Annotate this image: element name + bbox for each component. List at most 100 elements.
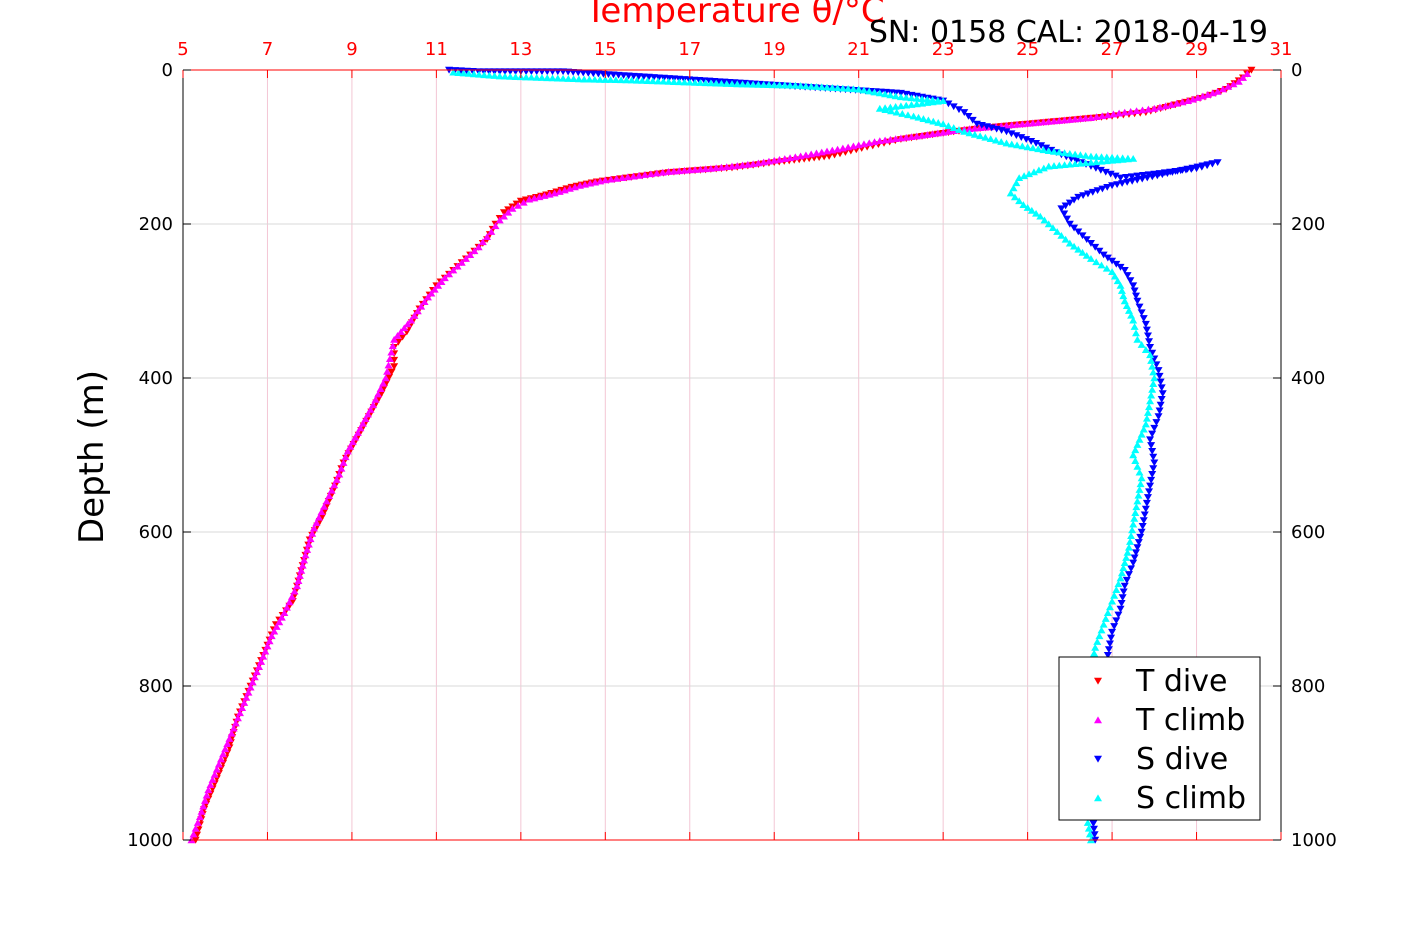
y-tick-label-right: 800 — [1291, 676, 1325, 697]
s-climb-marker — [669, 78, 678, 85]
s-climb-marker — [997, 138, 1006, 145]
t-climb-marker — [388, 342, 397, 350]
t-climb-marker — [570, 183, 579, 191]
t-climb-marker — [833, 145, 842, 153]
t-climb-marker — [453, 262, 462, 270]
t-climb-marker — [1076, 115, 1085, 122]
s-dive-marker — [456, 67, 465, 75]
s-climb-marker — [944, 122, 953, 130]
t-climb-marker — [817, 148, 826, 156]
s-climb-marker — [1130, 323, 1139, 330]
s-climb-marker — [685, 78, 694, 86]
t-climb-marker — [586, 179, 595, 187]
s-climb-marker — [1118, 155, 1127, 163]
t-climb-marker — [1092, 113, 1101, 121]
t-climb-marker — [1086, 114, 1095, 121]
s-climb-marker — [638, 76, 647, 84]
t-climb-marker — [770, 156, 779, 164]
s-climb-marker — [807, 82, 816, 90]
t-climb-marker — [200, 797, 209, 804]
s-climb-marker — [1065, 149, 1074, 157]
legend-marker-t-climb — [1094, 716, 1102, 724]
t-climb-marker — [970, 124, 979, 132]
s-climb-marker — [1053, 228, 1062, 235]
s-climb-marker — [611, 76, 620, 84]
s-dive-marker — [1112, 260, 1121, 268]
t-climb-marker — [754, 159, 763, 167]
s-climb-marker — [1040, 216, 1049, 224]
t-dive-marker — [320, 508, 329, 516]
s-climb-marker — [970, 130, 979, 138]
s-climb-marker — [480, 71, 489, 79]
s-climb-marker — [1113, 156, 1122, 164]
s-climb-marker — [1090, 649, 1099, 657]
s-climb-marker — [929, 117, 938, 125]
s-dive-marker — [462, 67, 471, 75]
t-climb-marker — [303, 546, 312, 553]
s-climb-marker — [1117, 569, 1126, 577]
s-climb-marker — [1034, 145, 1043, 153]
s-climb-marker — [643, 77, 652, 84]
s-climb-marker — [1150, 374, 1159, 382]
s-dive-marker — [1141, 505, 1150, 513]
t-climb-marker — [189, 830, 198, 838]
s-dive-marker — [1123, 272, 1132, 279]
t-climb-marker — [530, 194, 539, 202]
s-dive-marker — [1107, 634, 1116, 642]
s-climb-marker — [596, 75, 605, 83]
t-climb-marker — [1138, 106, 1147, 114]
s-climb-marker — [812, 83, 821, 90]
t-climb-marker — [361, 415, 370, 423]
s-climb-marker — [1132, 329, 1141, 337]
s-climb-marker — [691, 78, 700, 86]
s-dive-marker — [1133, 544, 1142, 551]
s-dive-marker — [1135, 303, 1144, 311]
s-dive-marker — [1117, 600, 1126, 607]
x-tick-label: 11 — [425, 39, 448, 60]
s-climb-marker — [854, 85, 863, 93]
t-climb-marker — [812, 149, 821, 157]
t-climb-marker — [791, 153, 800, 161]
s-climb-marker — [1120, 559, 1129, 566]
s-dive-marker — [1060, 210, 1069, 218]
t-climb-marker — [330, 481, 339, 489]
x-tick-label: 5 — [177, 39, 188, 60]
s-climb-marker — [1149, 380, 1158, 387]
s-climb-marker — [1148, 385, 1157, 393]
s-climb-marker — [1083, 819, 1092, 826]
s-dive-marker — [1147, 476, 1156, 484]
s-climb-marker — [469, 70, 478, 78]
t-climb-marker — [366, 405, 375, 413]
t-climb-marker — [413, 307, 422, 315]
s-dive-marker — [1116, 174, 1125, 182]
s-climb-marker — [548, 74, 557, 82]
s-climb-marker — [1102, 264, 1111, 272]
s-climb-marker — [1081, 151, 1090, 159]
s-dive-marker — [1119, 588, 1128, 596]
t-climb-marker — [652, 169, 661, 177]
legend-marker-s-dive — [1094, 755, 1102, 763]
s-dive-marker — [960, 109, 969, 116]
s-climb-marker — [1065, 239, 1074, 247]
s-climb-marker — [914, 113, 923, 121]
s-dive-marker — [1103, 254, 1112, 262]
t-climb-marker — [807, 150, 816, 158]
s-dive-marker — [1116, 263, 1125, 271]
s-climb-marker — [1050, 147, 1059, 155]
s-dive-marker — [1142, 326, 1151, 334]
s-climb-marker — [1091, 643, 1100, 651]
s-climb-marker — [601, 76, 610, 83]
t-climb-marker — [440, 274, 449, 282]
t-climb-marker — [304, 540, 313, 548]
s-dive-marker — [1065, 220, 1074, 228]
t-climb-marker — [1060, 116, 1069, 124]
s-climb-marker — [1122, 554, 1131, 561]
t-climb-marker — [358, 419, 367, 427]
s-dive-marker — [1138, 523, 1147, 530]
s-climb-marker — [1103, 609, 1112, 617]
s-climb-marker — [1149, 368, 1158, 376]
t-climb-marker — [646, 170, 655, 178]
s-climb-marker — [1133, 462, 1142, 470]
s-climb-marker — [1110, 272, 1119, 280]
t-climb-marker — [596, 177, 605, 185]
